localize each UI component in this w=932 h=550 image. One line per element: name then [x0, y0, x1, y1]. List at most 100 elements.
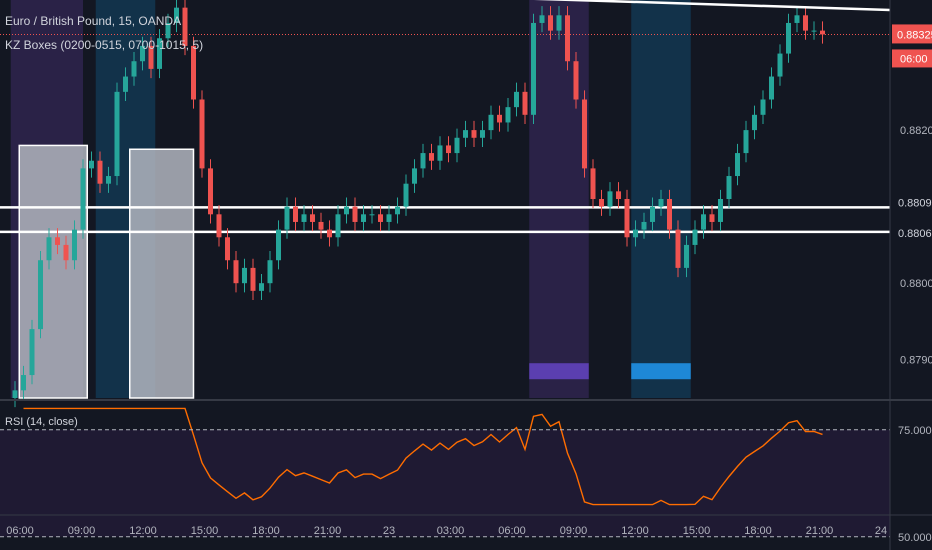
- candle-body: [624, 199, 630, 238]
- candle-body: [743, 130, 749, 154]
- candle-body: [208, 168, 213, 215]
- candle-body: [480, 130, 485, 138]
- candle-body: [497, 114, 502, 123]
- time-tick-label: 06:00: [498, 525, 526, 537]
- candle-body: [505, 107, 511, 123]
- rsi-line: [23, 407, 823, 506]
- candle-body: [488, 114, 494, 131]
- countdown-badge: [892, 49, 932, 68]
- candle-body: [463, 130, 468, 138]
- candle-body: [658, 199, 664, 207]
- candle-body: [148, 45, 154, 69]
- candle-body: [616, 191, 621, 199]
- level-price-label: 0.88067: [898, 228, 932, 240]
- candle-body: [803, 15, 808, 31]
- candle-body: [403, 183, 409, 207]
- candle-body: [565, 15, 570, 62]
- candle-body: [344, 206, 349, 215]
- candle-body: [386, 214, 392, 222]
- candle-body: [38, 260, 43, 330]
- candle-body: [548, 15, 553, 31]
- trendline-layer: [533, 0, 891, 12]
- candle-body: [267, 260, 273, 284]
- candle-body: [225, 237, 230, 261]
- candle-body: [769, 76, 774, 100]
- candle-body: [114, 91, 120, 177]
- candle-body: [165, 22, 171, 39]
- killzone-2: [529, 0, 589, 398]
- candle-body: [514, 91, 519, 108]
- candle-body: [123, 76, 128, 92]
- session-marker-1: [631, 363, 691, 380]
- time-tick-label: 03:00: [437, 525, 465, 537]
- candle-body: [72, 229, 77, 261]
- horizontal-level-layer: [0, 33, 890, 234]
- time-tick-label: 15:00: [683, 525, 711, 537]
- candle-body: [216, 214, 222, 238]
- candle-body: [369, 214, 375, 216]
- candle-body: [675, 229, 681, 268]
- candle-body: [199, 99, 205, 169]
- candle-body: [429, 153, 434, 161]
- candle-body: [420, 153, 426, 169]
- time-tick-label: 24: [875, 525, 887, 537]
- candle-body: [633, 229, 638, 238]
- candle-body: [531, 22, 536, 115]
- candle-body: [318, 221, 324, 230]
- trendline: [533, 0, 891, 12]
- candle-body: [590, 168, 596, 199]
- candle-body: [641, 221, 647, 230]
- candle-body: [709, 214, 715, 222]
- candle-body: [157, 38, 162, 69]
- candle-body: [378, 214, 383, 222]
- candle-body: [539, 15, 545, 23]
- candle-body: [437, 145, 443, 161]
- time-tick-label: 15:00: [191, 525, 219, 537]
- grey-box-0: [18, 144, 88, 399]
- marker-layer: [529, 363, 691, 380]
- candle-body: [582, 99, 587, 169]
- candle-body: [684, 244, 689, 268]
- candle-body: [55, 237, 60, 245]
- candle-body: [301, 214, 307, 222]
- candle-body: [233, 260, 239, 284]
- candle-body: [786, 22, 791, 54]
- time-tick-label: 21:00: [314, 525, 342, 537]
- candle-body: [12, 390, 18, 398]
- candle-body: [29, 329, 35, 376]
- candlestick-layer: [12, 0, 825, 408]
- candle-body: [63, 244, 69, 261]
- indicator-title: KZ Boxes (0200-0515, 0700-1015, 5): [5, 38, 204, 52]
- candle-body: [182, 7, 188, 46]
- candle-body: [140, 45, 145, 62]
- last-price-badge: [892, 24, 932, 44]
- time-tick-label: 23: [383, 525, 395, 537]
- candle-body: [352, 206, 358, 222]
- candle-body: [726, 176, 732, 199]
- time-tick-label: 09:00: [68, 525, 96, 537]
- candle-body: [131, 61, 137, 77]
- candle-body: [650, 206, 655, 222]
- time-tick-label: 09:00: [560, 525, 588, 537]
- symbol-title: Euro / British Pound, 15, OANDA: [5, 14, 182, 28]
- candle-body: [718, 199, 723, 222]
- candle-body: [820, 30, 825, 35]
- last-price-text: 0.88325: [897, 29, 932, 41]
- time-tick-label: 18:00: [744, 525, 772, 537]
- candle-body: [607, 191, 613, 207]
- candle-body: [21, 375, 26, 391]
- candle-body: [242, 267, 247, 284]
- candle-body: [284, 206, 290, 230]
- candle-body: [752, 114, 757, 131]
- candle-body: [46, 237, 52, 261]
- candle-body: [80, 168, 86, 230]
- candle-body: [692, 229, 698, 245]
- rsi-background-layer: [0, 429, 890, 537]
- grey-box-1: [129, 148, 195, 399]
- candle-body: [599, 199, 604, 207]
- candle-body: [446, 145, 451, 154]
